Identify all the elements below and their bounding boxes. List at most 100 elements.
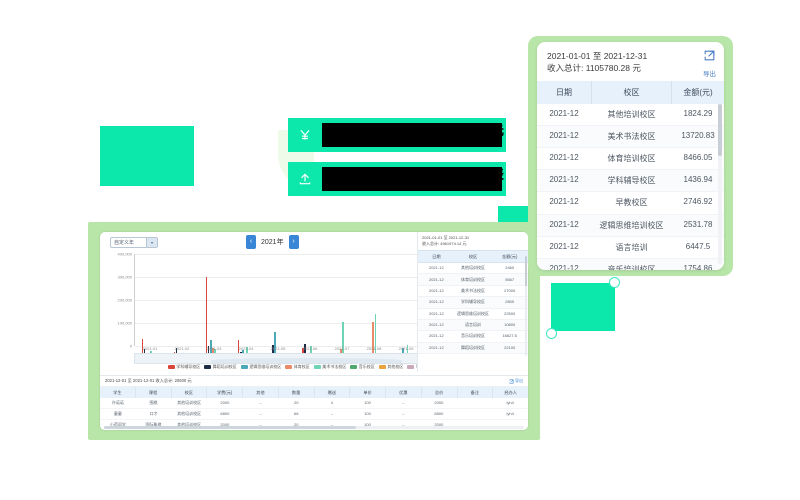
detail-cell: 100: [364, 400, 371, 406]
next-year-button[interactable]: ›: [288, 235, 299, 249]
legend-label: 逻辑思维培训校区: [249, 364, 282, 369]
detail-col-header: 学生: [100, 387, 136, 398]
selection-rectangle[interactable]: [551, 283, 615, 331]
mini-table-row[interactable]: 2021-12 语言培训 10800: [418, 319, 528, 332]
report-cell-amount: 1754.86: [683, 264, 713, 270]
chart-bar[interactable]: [342, 322, 345, 362]
export-icon: [509, 379, 514, 383]
revenue-report-card: 2021-01-01 至 2021-12-31 收入总计: 1105780.28…: [537, 42, 724, 270]
mini-cell: 2021-12: [428, 276, 444, 282]
report-table-row[interactable]: 2021-12 学科辅导校区 1436.94: [537, 170, 724, 193]
mini-table-row[interactable]: 2021-12 学科辅导校区 2800: [418, 297, 528, 309]
chart-bar[interactable]: [274, 331, 276, 362]
chart-bar[interactable]: [304, 343, 306, 362]
report-cell-amount: 6447.5: [685, 241, 711, 251]
report-table-row[interactable]: 2021-12 早教校区 2746.92: [537, 192, 724, 215]
chart-bar[interactable]: [372, 322, 375, 362]
chart-bar[interactable]: [141, 339, 144, 362]
report-cell-campus: 语言培训: [615, 242, 648, 252]
chart-bar[interactable]: [205, 277, 208, 362]
detail-col-header: 课程: [136, 387, 172, 398]
green-block-left: [100, 126, 194, 186]
table-row[interactable]: 许诺诺 围棋 其他培训校区 2000 -- 20 4 100 -- 2000 lyh4: [100, 398, 528, 410]
mini-revenue-card: 2021-01-01 至 2021-12-31 收入总计: 4961974.14…: [417, 232, 528, 372]
legend-swatch: [378, 365, 386, 369]
table-row[interactable]: 小荷同学 国际象棋 其他培训校区 2000 -- 20 -- 100 -- 2000: [100, 420, 528, 430]
detail-cell: --: [330, 411, 334, 417]
chart-gridline: [135, 277, 518, 278]
chart-filter-select[interactable]: 自定义年 ▾: [110, 237, 158, 248]
chevron-down-icon[interactable]: ▾: [146, 238, 157, 247]
banner-tail-char: 元: [490, 123, 504, 138]
detail-cell: --: [330, 422, 334, 428]
table-row[interactable]: 童童 口才 其他培训校区 6800 -- 68 -- 100 -- 6800 lyh4: [100, 409, 528, 421]
chart-legend-item[interactable]: 其他校区: [378, 364, 403, 370]
detail-cell: --: [401, 400, 405, 406]
report-cell-amount: 2531.78: [683, 219, 713, 229]
selection-handle-bottom-left[interactable]: [546, 328, 557, 339]
chart-legend-item[interactable]: 音乐校区: [350, 364, 375, 370]
detail-cell: 口才: [149, 411, 158, 417]
detail-cell: 围棋: [149, 400, 158, 406]
chart-bar[interactable]: [209, 340, 212, 362]
mini-cell: 22100: [504, 344, 516, 350]
chart-legend-item[interactable]: 舞蹈培训校区: [204, 364, 237, 370]
mini-scrollbar[interactable]: [525, 256, 527, 356]
report-table-row[interactable]: 2021-12 逻辑思维培训校区 2531.78: [537, 214, 724, 237]
chart-bar[interactable]: [237, 339, 240, 362]
income-banner[interactable]: 元: [288, 118, 506, 152]
report-cell-amount: 1824.29: [683, 108, 713, 118]
selection-handle-top-right[interactable]: [609, 277, 620, 288]
report-scrollbar-thumb[interactable]: [718, 104, 722, 156]
report-col-amount: 金额(元): [683, 87, 713, 97]
detail-cell: --: [401, 422, 405, 428]
report-table-row[interactable]: 2021-12 其他培训校区 1824.29: [537, 104, 724, 126]
mini-cell: 5667: [505, 276, 515, 282]
report-table-row[interactable]: 2021-12 音乐培训校区 1754.86: [537, 258, 724, 270]
chart-x-tick: 2021-09: [398, 346, 414, 351]
chart-legend-item[interactable]: 逻辑思维培训校区: [240, 364, 282, 370]
detail-export-label: 导出: [515, 378, 523, 383]
detail-export-button[interactable]: 导出: [509, 378, 523, 384]
report-cell-campus: 美术书法校区: [607, 131, 656, 141]
prev-year-button[interactable]: ‹: [246, 235, 256, 249]
report-scrollbar[interactable]: [718, 104, 722, 264]
chart-x-tick: 2021-07: [334, 346, 350, 351]
mini-table-row[interactable]: 2021-12 逻辑思维培训校区 22500: [418, 309, 528, 320]
report-table-body: 2021-12 其他培训校区 1824.29 2021-12 美术书法校区 13720.8…: [537, 104, 724, 270]
chart-x-tick: 2021-05: [270, 346, 286, 351]
report-cell-campus: 逻辑思维培训校区: [599, 220, 664, 230]
export-banner[interactable]: 表: [288, 162, 506, 196]
detail-cell: lyh4: [506, 411, 514, 417]
detail-col-header: 经办人: [504, 389, 517, 395]
chart-legend-item[interactable]: 美术书法校区: [313, 364, 347, 370]
detail-col-header: 其他: [243, 387, 279, 398]
mini-table-row[interactable]: 2021-12 其他培训校区 2460: [418, 263, 528, 275]
mini-table-row[interactable]: 2021-12 美术书法校区 27000: [418, 286, 528, 298]
mini-table-row[interactable]: 2021-12 舞蹈培训校区 22100: [418, 342, 528, 354]
mini-table-row[interactable]: 2021-12 音乐培训校区 16627.5: [418, 331, 528, 343]
report-export-label: 导出: [703, 71, 716, 78]
legend-label: 音乐校区: [358, 364, 375, 369]
report-cell-date: 2021-12: [549, 108, 579, 118]
chart-legend-item[interactable]: 学科辅导校区: [167, 364, 200, 370]
yuan-icon: [288, 128, 322, 142]
report-table-row[interactable]: 2021-12 体育培训校区 8466.05: [537, 148, 724, 171]
report-table-row[interactable]: 2021-12 美术书法校区 13720.83: [537, 125, 724, 148]
detail-cell: 其他培训校区: [177, 422, 202, 428]
legend-swatch: [167, 365, 175, 369]
legend-label: 美术书法校区: [322, 364, 347, 369]
detail-cell: [457, 398, 493, 408]
report-cell-amount: 1436.94: [683, 175, 713, 185]
chart-legend-item[interactable]: 体育校区: [285, 364, 310, 370]
report-table-row[interactable]: 2021-12 语言培训 6447.5: [537, 237, 724, 259]
mini-table-header: 日期 校区 金额(元): [418, 250, 528, 263]
detail-horizontal-scrollbar[interactable]: [104, 426, 524, 429]
detail-col-header: 优惠: [386, 387, 422, 398]
detail-cell: --: [259, 411, 262, 417]
detail-cell: 许诺诺: [111, 400, 124, 406]
chart-bar[interactable]: [374, 313, 377, 362]
mini-table-row[interactable]: 2021-12 体育培训校区 5667: [418, 274, 528, 286]
detail-cell: --: [401, 411, 405, 417]
report-export-button[interactable]: 导出: [703, 49, 716, 78]
